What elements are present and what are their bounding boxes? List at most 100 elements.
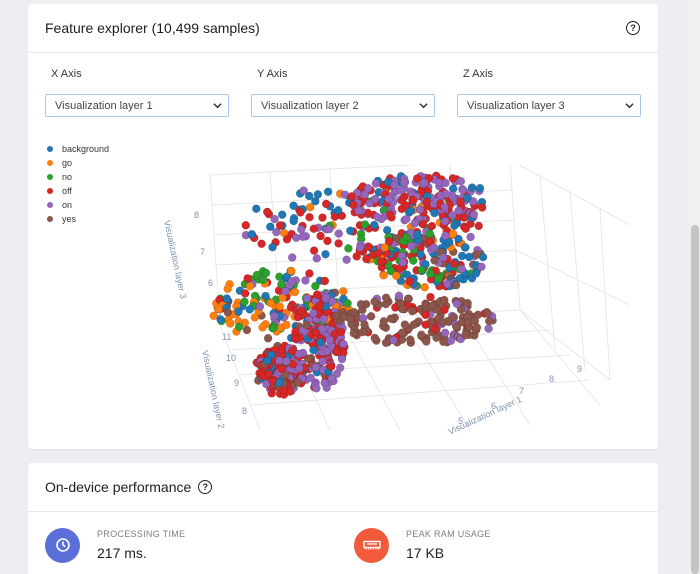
z-axis-select-value: Visualization layer 3 <box>467 99 565 112</box>
3d-scatter-plot[interactable]: 8 7 6 5 11 10 9 8 9 8 7 6 5 Visualizatio… <box>130 165 630 435</box>
scatter-point <box>420 282 429 292</box>
scatter-point <box>281 286 290 296</box>
legend-item-background[interactable]: background <box>47 142 109 156</box>
scatter-point <box>456 305 466 314</box>
scatter-point <box>440 217 450 226</box>
scatter-point <box>409 256 418 265</box>
scatter-point <box>454 234 463 244</box>
scatter-point <box>457 251 467 261</box>
chevron-down-icon <box>213 103 222 109</box>
y-axis-select[interactable]: Visualization layer 2 <box>251 94 435 117</box>
scatter-point <box>458 185 468 195</box>
scatter-point <box>405 277 414 286</box>
scatter-point <box>360 220 370 229</box>
scatter-point <box>366 312 376 321</box>
scatter-point <box>380 243 389 252</box>
scatter-point <box>475 183 485 193</box>
scatter-point <box>267 350 276 360</box>
performance-title: On-device performance <box>45 479 192 495</box>
scatter-point <box>261 268 271 278</box>
performance-header: On-device performance ? <box>28 463 658 512</box>
scrollbar-thumb[interactable] <box>691 225 699 574</box>
scatter-point <box>398 328 407 337</box>
scatter-point <box>370 220 379 230</box>
scatter-point <box>409 320 418 330</box>
scatter-point <box>335 363 345 372</box>
scatter-point <box>420 178 429 188</box>
scatter-point <box>409 196 418 205</box>
legend-label: go <box>62 158 73 168</box>
scatter-point <box>457 264 467 274</box>
processing-time-value: 217 ms. <box>97 545 147 561</box>
y-axis-control: Y Axis Visualization layer 2 <box>251 68 435 117</box>
scatter-point <box>360 320 369 329</box>
scatter-point <box>440 328 450 338</box>
scatter-point <box>226 319 235 328</box>
scatter-point <box>313 190 323 199</box>
scatter-point <box>462 193 472 203</box>
page-scrollbar[interactable] <box>690 0 700 574</box>
scatter-point <box>466 232 475 242</box>
legend-marker <box>47 146 53 152</box>
scatter-point <box>323 187 333 196</box>
scatter-point <box>410 219 420 228</box>
scatter-point <box>415 205 425 214</box>
z-axis-select[interactable]: Visualization layer 3 <box>457 94 641 117</box>
feature-explorer-title: Feature explorer (10,499 samples) <box>45 20 260 36</box>
peak-ram-label: PEAK RAM USAGE <box>406 529 491 539</box>
scatter-point <box>321 249 330 259</box>
scatter-point <box>258 323 267 332</box>
question-circle-icon[interactable]: ? <box>198 480 213 494</box>
scatter-point <box>275 221 285 230</box>
peak-ram-value: 17 KB <box>406 545 445 561</box>
scatter-point <box>247 229 257 239</box>
legend-item-off[interactable]: off <box>47 184 109 198</box>
x-axis-label: X Axis <box>51 68 82 80</box>
scatter-point <box>347 192 356 201</box>
legend-label: yes <box>62 214 77 224</box>
legend-item-go[interactable]: go <box>47 156 109 170</box>
scatter-points <box>209 171 497 399</box>
peak-ram-stat: PEAK RAM USAGE 17 KB <box>354 525 491 565</box>
scatter-point <box>379 271 388 280</box>
question-circle-icon[interactable]: ? <box>626 21 640 35</box>
scatter-point <box>373 212 382 222</box>
scatter-point <box>214 304 223 314</box>
scatter-point <box>305 212 314 222</box>
scatter-point <box>252 204 261 213</box>
scatter-point <box>272 227 281 237</box>
y-axis-label: Y Axis <box>257 68 288 80</box>
z-axis-title: Visualization layer 3 <box>162 219 188 299</box>
legend-item-yes[interactable]: yes <box>47 212 109 226</box>
scatter-point <box>439 337 448 347</box>
plot-legend: background go no off on yes <box>47 142 109 226</box>
scatter-point <box>209 311 219 321</box>
legend-item-on[interactable]: on <box>47 198 109 212</box>
scatter-point <box>398 258 407 267</box>
scatter-point <box>358 327 367 337</box>
scatter-point <box>441 178 450 188</box>
scatter-point <box>309 224 319 233</box>
scatter-point <box>405 335 415 344</box>
scatter-point <box>452 299 462 309</box>
y-tick-label: 8 <box>242 406 247 416</box>
scatter-point <box>309 308 318 318</box>
processing-time-stat: PROCESSING TIME 217 ms. <box>45 525 185 565</box>
z-axis-label: Z Axis <box>463 68 493 80</box>
x-axis-select[interactable]: Visualization layer 1 <box>45 94 229 117</box>
scatter-point <box>223 308 233 317</box>
scatter-point <box>389 335 398 345</box>
scatter-point <box>472 250 481 259</box>
scatter-point <box>295 363 304 373</box>
scatter-point <box>268 242 277 252</box>
scatter-point <box>323 236 332 246</box>
scatter-point <box>390 180 399 190</box>
scatter-point <box>277 280 286 289</box>
scatter-point <box>371 179 381 188</box>
scatter-point <box>422 337 431 346</box>
scatter-point <box>275 302 284 311</box>
legend-item-no[interactable]: no <box>47 170 109 184</box>
scatter-point <box>320 276 330 286</box>
scatter-point <box>339 339 348 349</box>
scatter-point <box>334 239 343 248</box>
